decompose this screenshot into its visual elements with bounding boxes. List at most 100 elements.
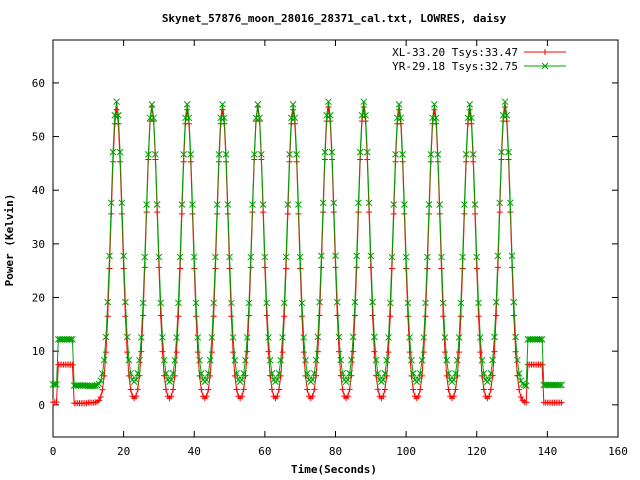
data-point bbox=[274, 393, 281, 400]
data-point bbox=[399, 150, 406, 158]
data-point bbox=[485, 376, 493, 384]
data-point bbox=[286, 150, 293, 158]
data-point bbox=[124, 349, 131, 356]
data-point bbox=[445, 386, 452, 393]
data-point bbox=[245, 312, 252, 319]
data-point bbox=[215, 150, 223, 158]
data-point bbox=[427, 150, 435, 158]
data-point bbox=[422, 299, 429, 307]
data-point bbox=[303, 370, 311, 377]
data-point bbox=[350, 348, 357, 355]
x-tick-label: 160 bbox=[608, 445, 628, 458]
data-point bbox=[233, 370, 240, 377]
data-point bbox=[453, 356, 461, 364]
y-tick-label: 60 bbox=[32, 77, 45, 90]
data-point bbox=[245, 299, 253, 307]
data-point bbox=[363, 148, 371, 156]
data-point bbox=[402, 253, 410, 261]
y-axis-label: Power (Kelvin) bbox=[3, 194, 16, 287]
data-point bbox=[187, 150, 195, 158]
data-point bbox=[53, 399, 60, 406]
data-point bbox=[512, 348, 519, 355]
data-point bbox=[127, 386, 134, 393]
data-point bbox=[280, 299, 288, 307]
data-point bbox=[406, 349, 413, 356]
data-point bbox=[339, 369, 346, 377]
data-point bbox=[144, 150, 152, 158]
data-point bbox=[99, 370, 106, 377]
data-point bbox=[346, 369, 353, 377]
data-point bbox=[445, 370, 452, 377]
data-point bbox=[351, 312, 358, 319]
data-point bbox=[257, 150, 265, 158]
data-point bbox=[300, 349, 307, 356]
data-point bbox=[436, 201, 444, 208]
data-point bbox=[275, 370, 283, 377]
data-point bbox=[455, 334, 463, 341]
data-point bbox=[318, 252, 325, 260]
y-tick-label: 30 bbox=[32, 238, 45, 251]
data-point bbox=[168, 393, 175, 400]
data-point bbox=[102, 333, 110, 341]
data-point bbox=[415, 376, 422, 384]
data-point bbox=[501, 98, 509, 106]
data-point bbox=[152, 150, 159, 158]
data-point bbox=[266, 356, 274, 364]
data-point bbox=[163, 386, 169, 393]
data-point bbox=[300, 334, 308, 341]
data-point bbox=[466, 101, 474, 108]
data-point bbox=[369, 298, 376, 306]
data-point bbox=[277, 356, 285, 364]
data-point bbox=[289, 101, 297, 108]
data-point bbox=[134, 386, 141, 393]
data-point bbox=[346, 386, 353, 393]
data-point bbox=[175, 313, 182, 320]
data-point bbox=[337, 356, 345, 364]
data-point bbox=[205, 386, 212, 393]
data-point bbox=[311, 386, 318, 393]
data-point bbox=[425, 201, 433, 208]
data-point bbox=[240, 386, 247, 393]
data-point bbox=[385, 349, 392, 356]
data-point bbox=[438, 253, 445, 261]
data-point bbox=[104, 298, 112, 306]
series-layer bbox=[49, 98, 565, 407]
data-point bbox=[139, 299, 147, 307]
data-point bbox=[441, 334, 449, 341]
data-point bbox=[169, 370, 177, 377]
data-point bbox=[160, 356, 168, 364]
data-point bbox=[515, 370, 523, 377]
data-point bbox=[388, 253, 396, 261]
data-point bbox=[141, 253, 149, 261]
data-point bbox=[104, 313, 111, 320]
data-point bbox=[309, 393, 316, 400]
data-point bbox=[558, 399, 565, 406]
data-point bbox=[370, 333, 378, 341]
data-point bbox=[328, 148, 336, 156]
data-point bbox=[229, 334, 237, 341]
data-point bbox=[51, 381, 59, 388]
data-point bbox=[432, 114, 440, 122]
data-point bbox=[228, 313, 235, 320]
data-point bbox=[208, 334, 216, 341]
y-tick-label: 40 bbox=[32, 184, 45, 197]
data-point bbox=[167, 376, 175, 384]
data-point bbox=[491, 333, 498, 341]
data-point bbox=[387, 313, 394, 320]
data-point bbox=[206, 356, 214, 364]
data-point bbox=[461, 201, 468, 208]
data-point bbox=[227, 299, 235, 307]
data-point bbox=[157, 312, 164, 319]
data-point bbox=[423, 253, 431, 261]
data-point bbox=[360, 98, 368, 106]
data-point bbox=[459, 253, 466, 261]
data-point bbox=[473, 253, 481, 261]
data-point bbox=[381, 370, 389, 377]
data-point bbox=[410, 386, 417, 393]
data-point bbox=[244, 348, 251, 355]
data-point bbox=[510, 298, 518, 306]
data-point bbox=[196, 356, 203, 364]
data-point bbox=[385, 334, 392, 341]
data-point bbox=[279, 334, 286, 341]
